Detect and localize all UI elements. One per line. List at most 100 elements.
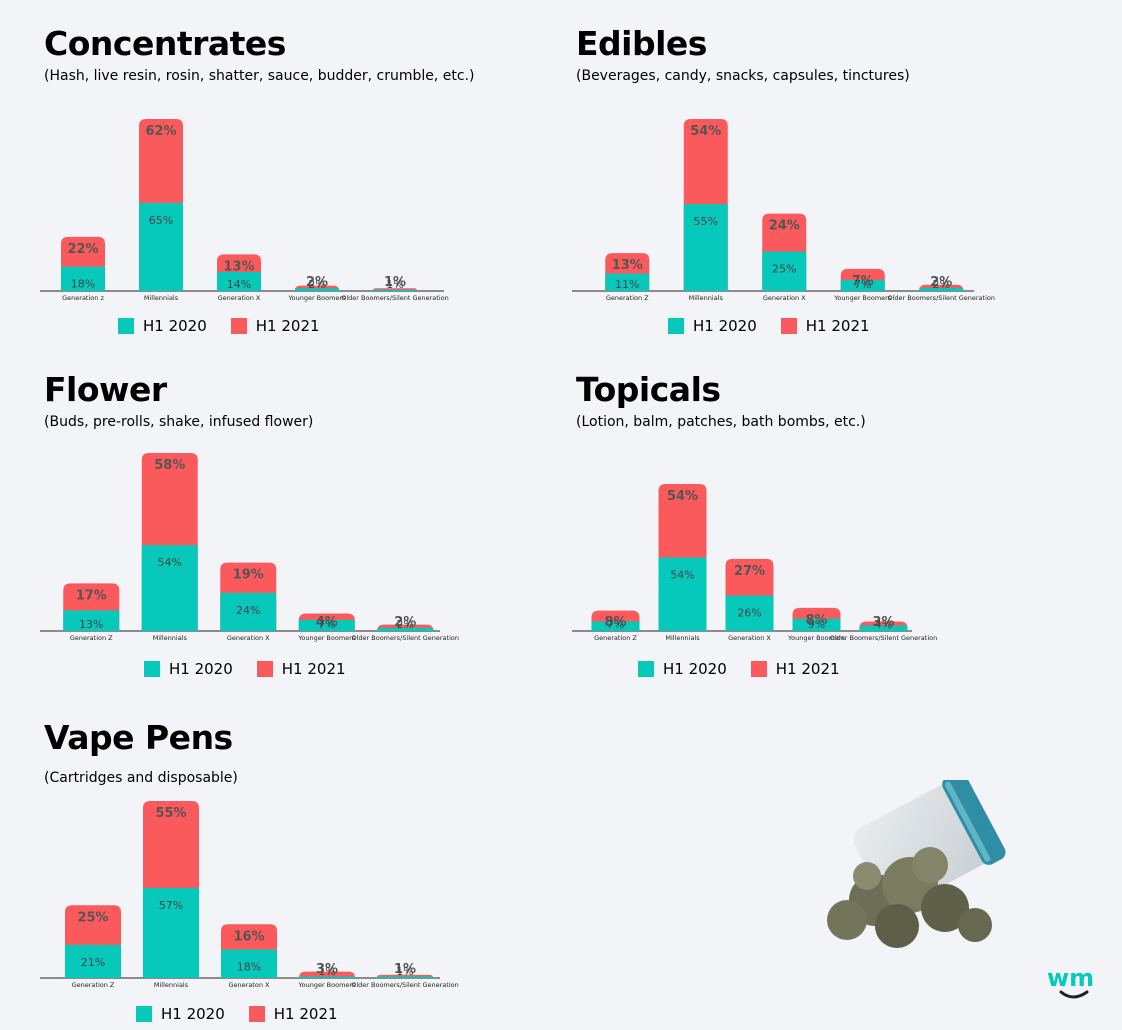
chart-subtitle: (Buds, pre-rolls, shake, infused flower) bbox=[44, 414, 314, 430]
data-label-h1-2021: 2% bbox=[394, 615, 416, 630]
legend-item-h1-2020: H1 2020 bbox=[136, 1005, 225, 1023]
category-label: Younger Boomers bbox=[297, 634, 356, 642]
legend-label: H1 2020 bbox=[143, 317, 207, 335]
logo-smile bbox=[1059, 990, 1089, 999]
legend: H1 2020 H1 2021 bbox=[668, 317, 884, 335]
chart-subtitle: (Cartridges and disposable) bbox=[44, 770, 238, 786]
legend-item-h1-2020: H1 2020 bbox=[638, 660, 727, 678]
bar-segment-h1-2020 bbox=[217, 272, 261, 291]
category-label: Younger Boomers bbox=[298, 981, 357, 989]
category-label: Older Boomers/Silent Generation bbox=[887, 294, 995, 302]
chart-title: Concentrates bbox=[44, 24, 286, 63]
chart-subtitle: (Hash, live resin, rosin, shatter, sauce… bbox=[44, 68, 475, 84]
bar-segment-h1-2020 bbox=[377, 976, 433, 978]
bar-segment-h1-2020 bbox=[295, 288, 339, 291]
legend: H1 2020 H1 2021 bbox=[638, 660, 854, 678]
category-label: Older Boomers/Silent Generation bbox=[830, 634, 938, 642]
legend-label: H1 2020 bbox=[161, 1005, 225, 1023]
legend-item-h1-2021: H1 2021 bbox=[230, 317, 320, 335]
data-label-h1-2021: 54% bbox=[667, 489, 698, 504]
bar-segment-h1-2020 bbox=[373, 289, 417, 291]
legend: H1 2020 H1 2021 bbox=[144, 660, 360, 678]
data-label-h1-2020: 18% bbox=[237, 961, 261, 974]
category-label: Millennials bbox=[689, 294, 724, 302]
logo-text: wm bbox=[1047, 964, 1094, 992]
category-label: Millennials bbox=[144, 294, 179, 302]
data-label-h1-2021: 19% bbox=[233, 568, 264, 583]
bar-chart-topicals: 8%7%Generation Z54%54%Millennials27%26%G… bbox=[572, 484, 938, 642]
data-label-h1-2021: 62% bbox=[145, 124, 176, 139]
chart-title: Vape Pens bbox=[44, 718, 233, 757]
legend-label: H1 2020 bbox=[693, 317, 757, 335]
data-label-h1-2021: 1% bbox=[394, 962, 416, 977]
chart-title: Flower bbox=[44, 370, 167, 409]
legend-label: H1 2021 bbox=[805, 317, 870, 335]
data-label-h1-2020: 1% bbox=[386, 278, 403, 291]
data-label-h1-2020: 65% bbox=[149, 214, 173, 227]
data-label-h1-2021: 24% bbox=[769, 219, 800, 234]
chart-panel-vape-pens: Vape Pens (Cartridges and disposable) 25… bbox=[40, 718, 474, 1030]
bar-segment-h1-2020 bbox=[591, 621, 640, 631]
category-label: Younger Boomers bbox=[288, 294, 347, 302]
legend-item-h1-2020: H1 2020 bbox=[144, 660, 233, 678]
legend-item-h1-2021: H1 2021 bbox=[256, 660, 346, 678]
data-label-h1-2021: 13% bbox=[612, 258, 643, 273]
chart-panel-edibles: Edibles (Beverages, candy, snacks, capsu… bbox=[572, 24, 996, 344]
data-label-h1-2021: 3% bbox=[872, 615, 894, 630]
data-label-h1-2021: 2% bbox=[306, 275, 328, 290]
data-label-h1-2020: 54% bbox=[670, 569, 694, 582]
legend-item-h1-2021: H1 2021 bbox=[750, 660, 840, 678]
data-label-h1-2020: 1% bbox=[396, 965, 413, 978]
data-label-h1-2021: 17% bbox=[76, 588, 107, 603]
bar-segment-h1-2020 bbox=[840, 279, 885, 291]
legend-label: H1 2020 bbox=[169, 660, 233, 678]
data-label-h1-2020: 14% bbox=[227, 278, 251, 291]
legend-item-h1-2021: H1 2021 bbox=[248, 1005, 338, 1023]
data-label-h1-2021: 8% bbox=[805, 613, 827, 628]
category-label: Older Boomers/Silent Generation bbox=[351, 981, 459, 989]
legend-item-h1-2020: H1 2020 bbox=[668, 317, 757, 335]
data-label-h1-2020: 57% bbox=[159, 899, 183, 912]
bar-segment-h1-2020 bbox=[65, 944, 121, 978]
data-label-h1-2020: 7% bbox=[607, 618, 624, 631]
legend-item-h1-2021: H1 2021 bbox=[780, 317, 870, 335]
legend-swatch-h1-2020 bbox=[118, 318, 134, 334]
chart-panel-flower: Flower (Buds, pre-rolls, shake, infused … bbox=[40, 370, 474, 690]
data-label-h1-2020: 7% bbox=[318, 618, 335, 631]
bar-segment-h1-2020 bbox=[762, 251, 807, 291]
category-label: Generation X bbox=[728, 634, 771, 642]
legend: H1 2020 H1 2021 bbox=[136, 1005, 352, 1023]
category-label: Generation Z bbox=[72, 981, 115, 989]
data-label-h1-2020: 4% bbox=[875, 618, 892, 631]
legend-swatch-h1-2020 bbox=[136, 1006, 152, 1022]
cannabis-buds bbox=[827, 847, 992, 948]
data-label-h1-2021: 7% bbox=[852, 274, 874, 289]
category-label: Younger Boomers bbox=[787, 634, 846, 642]
data-label-h1-2020: 24% bbox=[236, 604, 260, 617]
bar-segment-h1-2020 bbox=[725, 595, 774, 631]
data-label-h1-2021: 25% bbox=[77, 910, 108, 925]
data-label-h1-2021: 54% bbox=[690, 124, 721, 139]
category-label: Generation X bbox=[218, 294, 261, 302]
legend-swatch-h1-2021 bbox=[256, 661, 273, 677]
data-label-h1-2020: 18% bbox=[71, 278, 95, 291]
legend-label: H1 2021 bbox=[255, 317, 320, 335]
chart-title: Edibles bbox=[576, 24, 707, 63]
bar-segment-h1-2020 bbox=[221, 949, 277, 978]
category-label: Younger Boomers bbox=[833, 294, 892, 302]
category-label: Older Boomers/Silent Generation bbox=[341, 294, 449, 302]
data-label-h1-2021: 16% bbox=[233, 929, 264, 944]
data-label-h1-2020: 1% bbox=[318, 965, 335, 978]
bar-segment-h1-2020 bbox=[377, 627, 434, 631]
legend-item-h1-2020: H1 2020 bbox=[118, 317, 207, 335]
bar-chart-edibles: 13% 11% Generation Z 54% 55% Millennials 24% 25… bbox=[572, 119, 995, 302]
data-label-h1-2020: 2% bbox=[308, 278, 325, 291]
data-label-h1-2020: 9% bbox=[808, 618, 825, 631]
category-label: Generation X bbox=[763, 294, 806, 302]
bar-segment-h1-2020 bbox=[63, 610, 120, 631]
bar-segment-h1-2020 bbox=[139, 202, 183, 291]
legend-label: H1 2021 bbox=[281, 660, 346, 678]
data-label-h1-2020: 2% bbox=[933, 278, 950, 291]
data-label-h1-2021: 3% bbox=[316, 962, 338, 977]
data-label-h1-2020: 7% bbox=[854, 278, 871, 291]
